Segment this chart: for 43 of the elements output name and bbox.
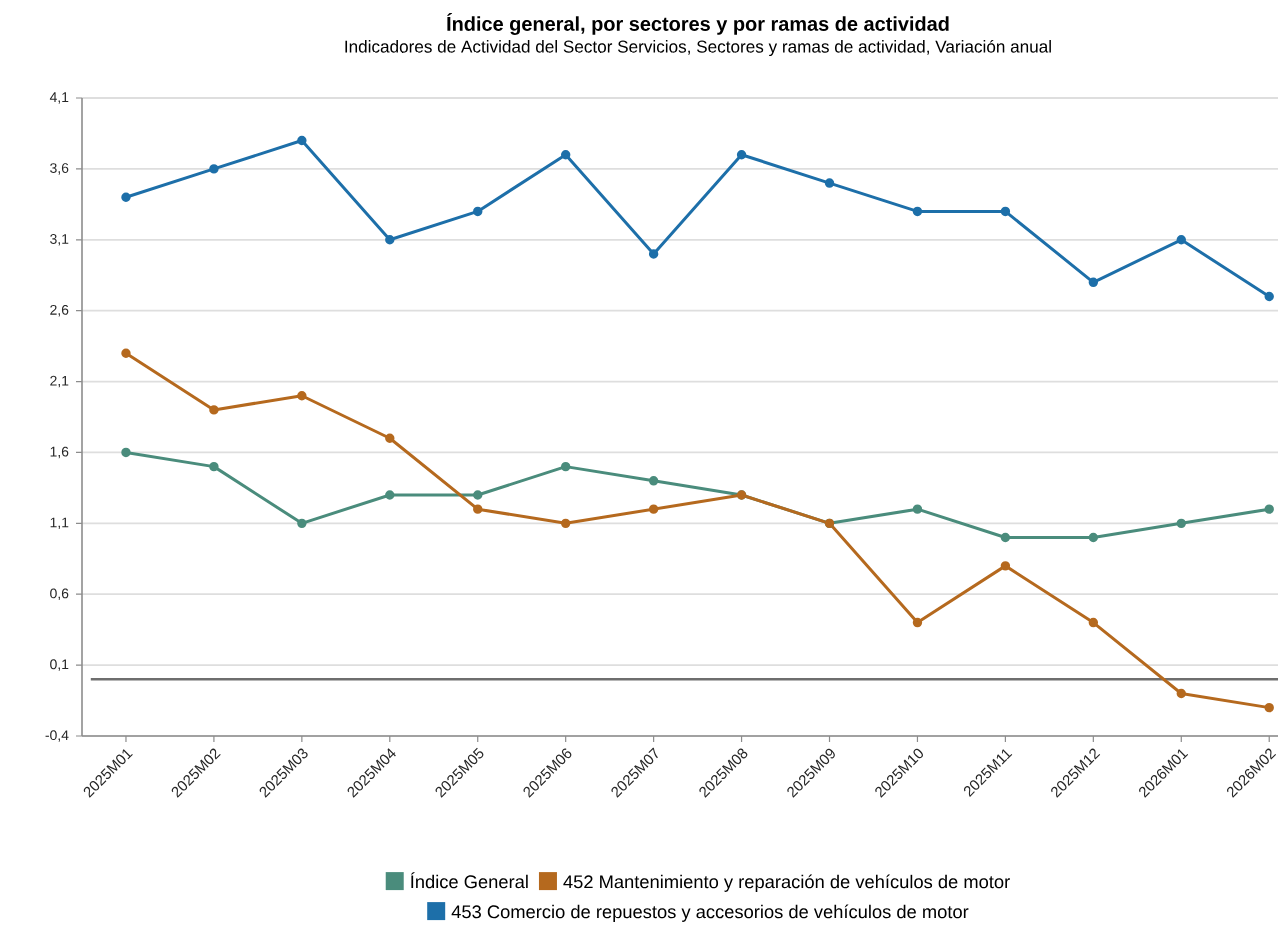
point [1088, 617, 1099, 628]
point [648, 504, 659, 514]
point [1000, 206, 1011, 217]
point [121, 348, 131, 358]
point [121, 447, 131, 458]
point [385, 490, 395, 500]
point [912, 504, 923, 514]
point [560, 518, 571, 529]
point [1176, 688, 1186, 699]
point [209, 164, 219, 174]
legend-label: 453 Comercio de repuestos y accesorios de vehículos de motor [451, 904, 969, 922]
point [912, 617, 923, 628]
point [1000, 561, 1011, 571]
point [1264, 702, 1274, 713]
point [912, 206, 923, 217]
point [1176, 518, 1186, 529]
point [209, 405, 219, 415]
point [1264, 291, 1274, 302]
point [385, 235, 395, 245]
point [648, 476, 659, 486]
point [121, 192, 131, 202]
point [473, 490, 483, 500]
legend-label: Índice General [411, 872, 528, 889]
point [473, 206, 483, 217]
point [297, 391, 307, 401]
point [209, 461, 219, 472]
point [1000, 532, 1011, 543]
point [1088, 277, 1099, 288]
point [1264, 504, 1274, 514]
point [648, 249, 659, 259]
point [560, 461, 571, 472]
point [824, 178, 835, 188]
legend-label: 452 Mantenimiento y reparación de vehículos de motor [563, 874, 1010, 892]
point [736, 150, 747, 160]
point [1088, 532, 1099, 543]
chart-title: Índice general, por sectores y por ramas de actividad [447, 13, 949, 35]
chart-subtitle: Indicadores de Actividad del Sector Servicios, Sectores y ramas de actividad, Variación anual [345, 39, 1051, 57]
point [297, 518, 307, 529]
point [473, 504, 483, 514]
point [297, 135, 307, 146]
point [560, 150, 571, 160]
point [385, 433, 395, 443]
point [1176, 235, 1186, 245]
